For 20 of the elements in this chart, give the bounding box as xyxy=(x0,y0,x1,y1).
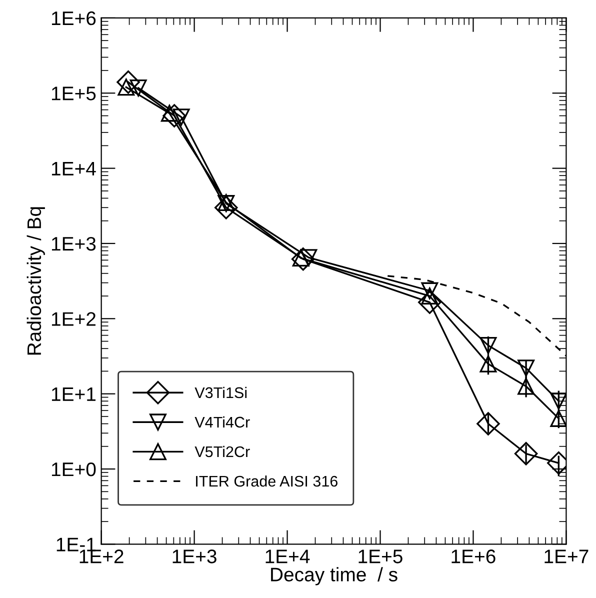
y-axis-title: Radioactivity / Bq xyxy=(26,207,45,355)
x-tick-label: 1E+3 xyxy=(172,550,216,564)
x-tick-label: 1E+6 xyxy=(452,550,496,564)
legend-label: V4Ti4Cr xyxy=(194,416,250,428)
y-tick-label: 1E+1 xyxy=(52,387,96,401)
y-tick-label: 1E+4 xyxy=(52,162,96,176)
y-tick-label: 1E+6 xyxy=(52,11,96,26)
legend-label: ITER Grade AISI 316 xyxy=(196,475,338,487)
y-tick-label: 1E+3 xyxy=(52,236,96,251)
y-tick-label: 1E+5 xyxy=(52,86,96,100)
legend-label: V5Ti2Cr xyxy=(194,446,250,458)
legend-label: V3Ti1Si xyxy=(194,386,247,398)
x-axis-title: Decay time / s xyxy=(271,567,398,586)
y-tick-label: 1E+2 xyxy=(52,312,96,326)
x-tick-label: 1E+5 xyxy=(358,550,402,564)
y-tick-label: 1E-1 xyxy=(56,538,96,552)
y-tick-label: 1E+0 xyxy=(52,462,96,476)
x-tick-label: 1E+7 xyxy=(544,550,588,564)
x-tick-label: 1E+2 xyxy=(80,550,124,564)
x-tick-label: 1E+4 xyxy=(266,550,310,564)
